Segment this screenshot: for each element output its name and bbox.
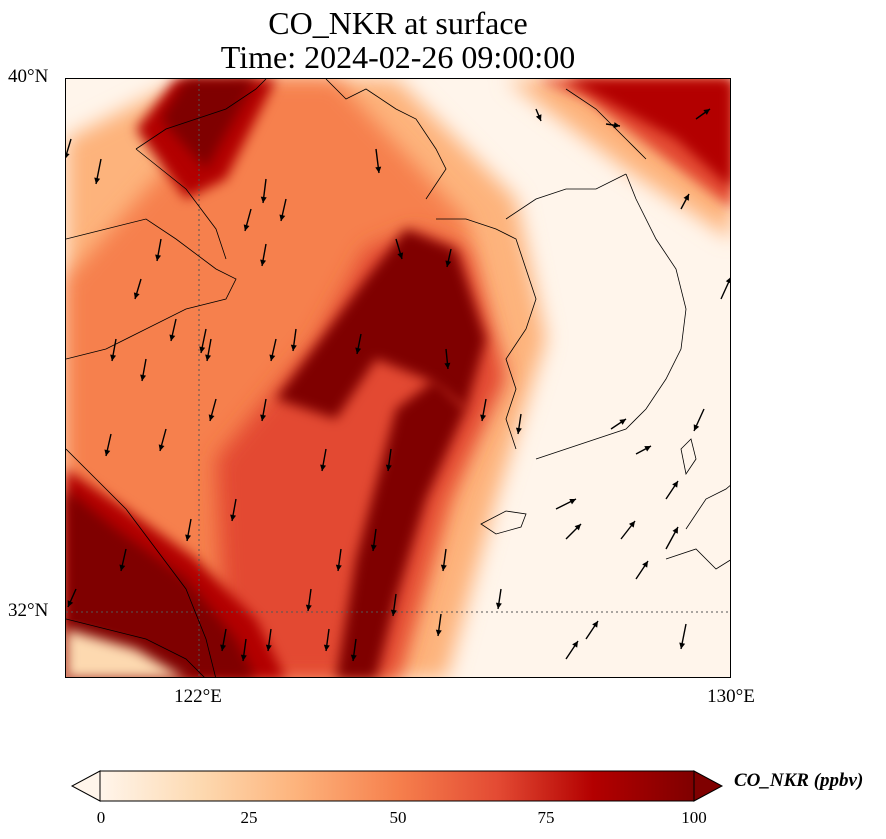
wind-arrow-head — [725, 277, 730, 284]
lat-label-32n: 32°N — [8, 600, 49, 621]
wind-arrow-head — [119, 564, 126, 571]
wind-arrow-head — [569, 499, 576, 505]
wind-arrow-head — [185, 534, 192, 541]
wind-arrow-head — [260, 414, 267, 421]
coastlines — [66, 79, 730, 677]
wind-arrow-head — [574, 524, 581, 531]
wind-arrow-head — [375, 166, 382, 173]
concentration-field — [66, 79, 730, 677]
wind-arrow-head — [240, 654, 247, 661]
wind-arrow-head — [158, 444, 165, 451]
colorbar-tick-75: 75 — [537, 808, 555, 827]
lon-label-122e: 122°E — [174, 686, 222, 707]
wind-arrow-head — [205, 354, 212, 361]
wind-arrow-head — [515, 427, 522, 434]
wind-arrow-head — [323, 644, 330, 651]
lon-label-130e: 130°E — [707, 686, 755, 707]
wind-arrow-head — [260, 196, 267, 203]
wind-arrow — [66, 138, 72, 159]
wind-arrow-head — [642, 561, 648, 568]
wind-arrow-head — [279, 214, 286, 221]
map-area[interactable] — [65, 78, 731, 678]
colorbar-max-extend — [693, 770, 724, 802]
wind-arrow-head — [320, 464, 327, 471]
wind-arrow-head — [230, 514, 237, 521]
wind-arrow-head — [355, 347, 362, 354]
colorbar-min-extend — [70, 770, 101, 802]
wind-arrow-head — [397, 252, 404, 259]
wind-arrow-head — [104, 449, 111, 456]
wind-arrow-head — [243, 224, 250, 231]
wind-arrow-head — [613, 122, 620, 129]
wind-arrow-head — [693, 424, 700, 431]
colorbar-tick-100: 100 — [681, 808, 707, 827]
wind-arrow-head — [290, 344, 297, 351]
colorbar-gradient — [99, 770, 695, 802]
wind-arrow-head — [169, 334, 176, 341]
wind-arrow-head — [385, 464, 392, 471]
wind-arrow-head — [110, 354, 117, 361]
wind-arrow-head — [444, 362, 451, 369]
wind-arrow-head — [67, 600, 74, 607]
map-time: Time: 2024-02-26 09:00:00 — [220, 39, 576, 75]
wind-arrow-head — [305, 604, 312, 611]
wind-vectors — [66, 108, 730, 662]
wind-arrow-head — [572, 641, 578, 648]
gridlines — [66, 79, 730, 677]
wind-arrow-head — [269, 354, 276, 361]
wind-arrow-head — [220, 644, 227, 651]
wind-arrow-head — [672, 481, 678, 488]
wind-arrow-head — [199, 346, 206, 353]
wind-arrow-head — [94, 177, 101, 184]
wind-arrow-head — [370, 544, 377, 551]
wind-arrow-head — [445, 260, 452, 267]
wind-arrow-head — [619, 419, 626, 425]
colorbar-tick-50: 50 — [389, 808, 407, 827]
wind-arrow-head — [495, 602, 502, 609]
wind-arrow-head — [440, 564, 447, 571]
wind-arrow-head — [480, 414, 487, 421]
wind-arrow-head — [435, 629, 442, 636]
colorbar-label: CO_NKR (ppbv) — [734, 770, 864, 791]
wind-arrow-head — [683, 194, 689, 201]
lat-label-40n: 40°N — [8, 66, 49, 87]
wind-arrow-head — [265, 644, 272, 651]
wind-arrow-head — [208, 414, 215, 421]
colorbar-tick-0: 0 — [96, 808, 106, 827]
wind-arrow-head — [390, 609, 397, 616]
wind-arrow-head — [592, 621, 598, 628]
map-canvas — [66, 79, 730, 677]
colorbar — [70, 770, 724, 802]
wind-arrow-head — [628, 521, 635, 528]
wind-arrow-head — [703, 109, 710, 115]
wind-arrow-head — [672, 527, 678, 534]
wind-arrow-head — [679, 642, 686, 649]
wind-arrow-head — [140, 374, 147, 381]
wind-arrow-head — [155, 254, 162, 261]
wind-arrow-head — [66, 153, 70, 158]
wind-arrow-head — [133, 292, 140, 299]
wind-arrow-head — [535, 114, 542, 121]
colorbar-tick-25: 25 — [240, 808, 258, 827]
wind-arrow-head — [350, 654, 357, 661]
wind-arrow-head — [644, 446, 651, 452]
wind-arrow-head — [335, 564, 342, 571]
map-title: CO_NKR at surface — [268, 5, 528, 41]
wind-arrow-head — [260, 259, 267, 266]
